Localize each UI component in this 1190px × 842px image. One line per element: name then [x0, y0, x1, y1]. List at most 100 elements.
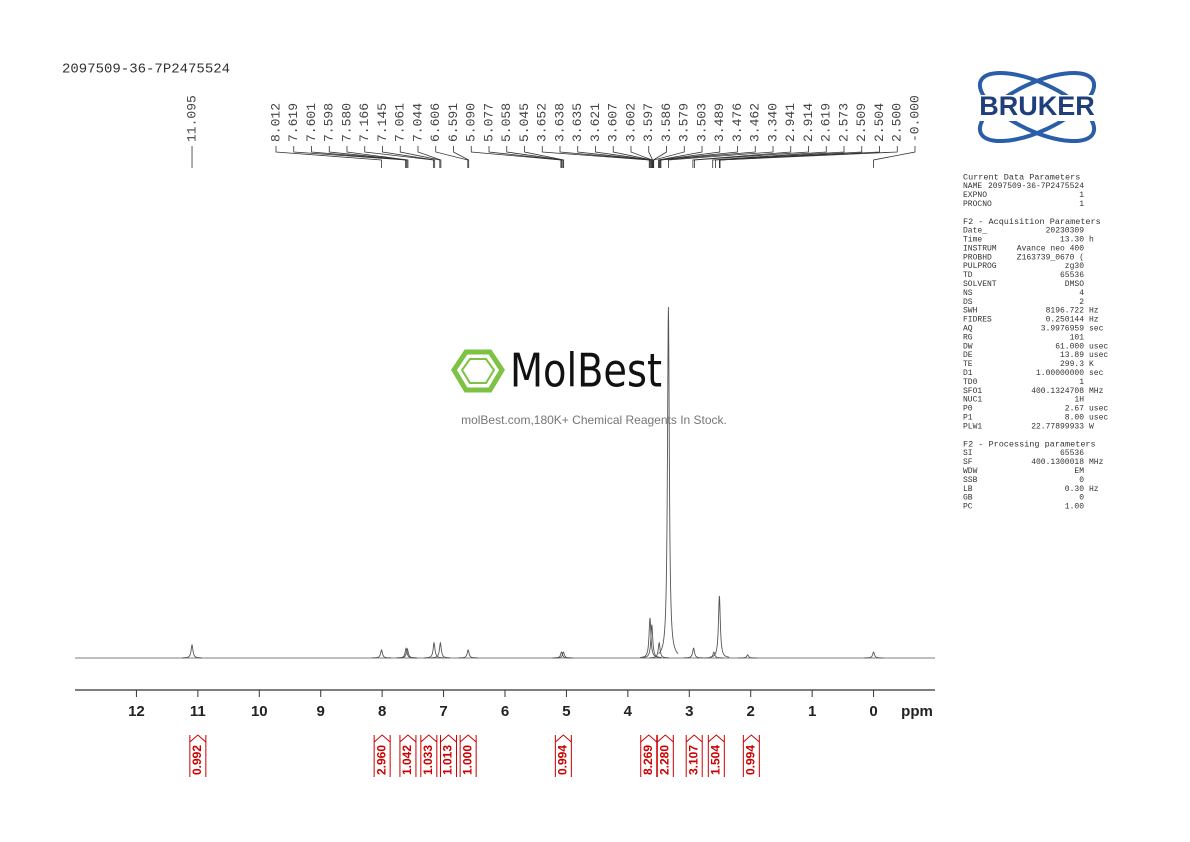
- param-unit: usec: [1089, 342, 1108, 351]
- param-value: 1: [1079, 200, 1084, 209]
- param-value: 0.250144: [1046, 316, 1085, 325]
- peak-connector: [712, 146, 827, 168]
- peak-label: 3.462: [748, 103, 763, 142]
- param-value: 13.89: [1060, 351, 1084, 360]
- logo-text: BRUKER: [979, 91, 1095, 121]
- param-name: FIDRES: [963, 316, 992, 325]
- peak-label: 6.591: [446, 103, 461, 142]
- param-value: 2097509-36-7P2475524: [988, 182, 1084, 191]
- param-unit: W: [1089, 422, 1094, 431]
- integral-label: 3.107: [686, 745, 700, 775]
- param-unit: usec: [1089, 414, 1108, 423]
- peak-connector: [470, 146, 562, 168]
- param-unit: sec: [1089, 325, 1104, 334]
- logo-hexagon: [451, 349, 505, 393]
- peak: [649, 641, 670, 659]
- peak-label: 7.145: [375, 103, 390, 142]
- integral-label: 0.994: [556, 745, 570, 775]
- integral-label: 2.960: [374, 745, 388, 775]
- param-name: P0: [963, 405, 973, 414]
- peak-label: 2.573: [836, 103, 851, 142]
- param-value: 61.000: [1055, 342, 1084, 351]
- param-name: SWH: [963, 307, 978, 316]
- peak: [737, 654, 758, 659]
- peak-label: 7.580: [339, 103, 354, 142]
- peak-label: 5.045: [517, 103, 532, 142]
- x-tick-label: 6: [501, 703, 509, 720]
- logo-ring: [460, 358, 496, 384]
- integral-label: 0.994: [744, 745, 758, 775]
- x-tick-label: 4: [624, 703, 633, 720]
- param-name: LB: [963, 485, 973, 494]
- peak-label: 2.941: [783, 103, 798, 142]
- param-name: SF: [963, 458, 973, 467]
- param-value: 20230309: [1046, 227, 1085, 236]
- integral-bracket: [459, 734, 477, 777]
- bruker-logo: BRUKER: [958, 70, 1116, 144]
- param-section-title: F2 - Acquisition Parameters: [963, 217, 1101, 227]
- param-name: DW: [963, 342, 973, 351]
- param-value: 65536: [1060, 449, 1084, 458]
- param-name: WDW: [963, 467, 978, 476]
- peak-label: 3.586: [659, 103, 674, 142]
- param-name: PULPROG: [963, 262, 997, 271]
- peak-connector: [595, 146, 652, 168]
- peak-connector: [873, 146, 916, 168]
- integral-bracket: [189, 734, 207, 777]
- param-value: 8196.722: [1046, 307, 1085, 316]
- peak-label: 2.619: [819, 103, 834, 142]
- peak-label: 5.077: [481, 103, 496, 142]
- param-name: INSTRUM: [963, 244, 997, 253]
- param-name: SOLVENT: [963, 280, 997, 289]
- peak-label: 3.579: [677, 103, 692, 142]
- peak-label: 7.044: [410, 103, 425, 142]
- peak: [397, 647, 418, 659]
- x-tick-label: 8: [378, 703, 386, 720]
- param-name: Date_: [963, 227, 987, 236]
- peak: [704, 651, 724, 659]
- peak-label: 3.635: [570, 103, 585, 142]
- peak-connector: [658, 146, 721, 168]
- peak-connector: [577, 146, 651, 168]
- param-value: zg30: [1065, 262, 1084, 271]
- peak-connector: [399, 146, 441, 168]
- peak: [658, 306, 679, 654]
- integral-bracket: [399, 734, 417, 777]
- peak-label: 3.489: [712, 103, 727, 142]
- integral-bracket: [373, 734, 391, 777]
- param-name: NAME: [963, 182, 982, 191]
- x-tick-label: 7: [439, 703, 447, 720]
- peak-connector: [275, 146, 382, 168]
- param-value: 22.77899933: [1031, 422, 1084, 431]
- param-unit: MHz: [1089, 458, 1104, 467]
- integral-bracket: [656, 734, 674, 777]
- peak-connector: [506, 146, 564, 168]
- param-name: TE: [963, 360, 973, 369]
- peak-label: 7.166: [357, 103, 372, 142]
- param-name: DS: [963, 298, 973, 307]
- param-name: NS: [963, 289, 973, 298]
- integral-bracket: [685, 734, 703, 777]
- peak-connector: [719, 146, 898, 168]
- x-tick-label: 5: [562, 703, 570, 720]
- param-name: P1: [963, 414, 973, 423]
- x-tick-label: 12: [128, 703, 145, 720]
- param-unit: Hz: [1089, 485, 1099, 494]
- integral-label: 2.280: [658, 745, 672, 775]
- param-value: 1.00000000: [1036, 369, 1084, 378]
- param-unit: usec: [1089, 405, 1108, 414]
- param-value: 101: [1070, 333, 1085, 342]
- peak-label: 2.504: [872, 103, 887, 142]
- param-value: Avance neo 400: [1017, 244, 1084, 253]
- peak-label: 3.476: [730, 103, 745, 142]
- peak-connector: [453, 146, 470, 168]
- param-section-title: Current Data Parameters: [963, 172, 1080, 182]
- integral-bracket: [640, 734, 658, 777]
- integral-bracket: [742, 734, 760, 777]
- integral-label: 1.000: [460, 745, 474, 775]
- peak-label: 11.095: [184, 95, 199, 142]
- peak-connector: [364, 146, 434, 168]
- param-value: 1.00: [1065, 503, 1084, 512]
- integral-label: 1.042: [400, 745, 414, 775]
- peak-label: 3.602: [623, 103, 638, 142]
